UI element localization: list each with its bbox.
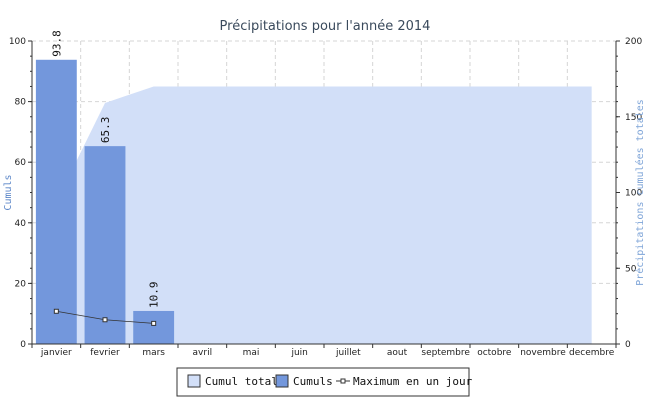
x-tick-label: juillet bbox=[335, 348, 361, 358]
cumul-total-area-path bbox=[56, 86, 592, 344]
legend-swatch-maximum-marker bbox=[340, 378, 346, 384]
y-tick-label: 20 bbox=[15, 279, 27, 289]
x-tick-label: novembre bbox=[520, 348, 566, 358]
x-tick-label: mars bbox=[142, 348, 165, 358]
x-tick-label: janvier bbox=[40, 348, 72, 358]
y2-tick-label: 50 bbox=[625, 264, 637, 274]
x-tick-label: mai bbox=[243, 348, 260, 358]
y-tick-label: 40 bbox=[15, 219, 27, 229]
legend-label-cumul-total: Cumul total bbox=[205, 375, 278, 388]
axes: 0 20 40 60 80 100 0 50 100 150 200 janvier fevrier ma… bbox=[9, 37, 643, 358]
y-tick-label: 80 bbox=[15, 98, 27, 108]
maximum-marker-fevrier bbox=[102, 317, 108, 323]
bar-janvier bbox=[35, 59, 77, 344]
legend-swatch-cumul-total bbox=[187, 374, 201, 388]
legend-label-cumuls: Cumuls bbox=[293, 375, 333, 388]
x-tick-label: fevrier bbox=[90, 348, 120, 358]
legend-swatch-cumuls bbox=[275, 374, 289, 388]
y2-tick-label: 100 bbox=[625, 189, 642, 199]
y-tick-label: 100 bbox=[9, 37, 26, 47]
bar-value-label-mars: 10.9 bbox=[148, 281, 161, 308]
bar-mars bbox=[133, 310, 175, 344]
bar-fevrier bbox=[84, 146, 126, 344]
y2-tick-label: 0 bbox=[625, 340, 631, 350]
x-tick-label: avril bbox=[193, 348, 213, 358]
maximum-marker-janvier bbox=[53, 308, 59, 314]
y-axis-label: Cumuls bbox=[3, 174, 14, 210]
x-tick-label: juin bbox=[290, 348, 307, 358]
bar-value-label-janvier: 93.8 bbox=[50, 30, 63, 56]
y2-tick-label: 150 bbox=[625, 113, 642, 123]
cumul-total-area bbox=[56, 86, 592, 344]
y-tick-label: 0 bbox=[20, 340, 26, 350]
cumuls-bars: 93.8 65.3 10.9 bbox=[35, 30, 175, 344]
chart-title: Précipitations pour l'année 2014 bbox=[220, 19, 431, 34]
maximum-marker-mars bbox=[151, 320, 157, 326]
legend-label-maximum: Maximum en un jour bbox=[353, 375, 473, 388]
legend: Cumul total Cumuls Maximum en un jour bbox=[176, 367, 473, 397]
x-tick-label: octobre bbox=[477, 348, 512, 358]
legend-box bbox=[176, 367, 470, 397]
x-tick-label: septembre bbox=[421, 348, 470, 358]
bar-value-label-fevrier: 65.3 bbox=[99, 117, 112, 144]
y2-axis-label: Précipitations cumulées totales bbox=[634, 99, 646, 286]
y2-tick-label: 200 bbox=[625, 37, 642, 47]
y-tick-label: 60 bbox=[15, 158, 27, 168]
x-tick-label: decembre bbox=[569, 348, 615, 358]
maximum-line bbox=[53, 308, 157, 326]
x-tick-label: aout bbox=[387, 348, 408, 358]
